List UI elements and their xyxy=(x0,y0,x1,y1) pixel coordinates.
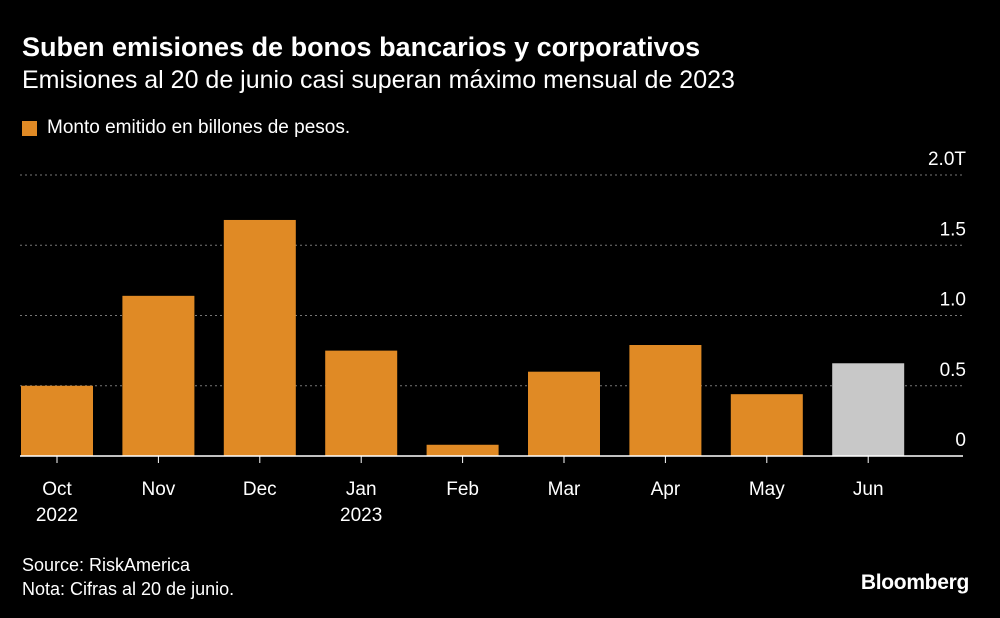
x-tick-label: May xyxy=(749,479,785,500)
y-tick-label: 0 xyxy=(955,430,966,451)
x-tick-label: Feb xyxy=(446,479,479,500)
bar xyxy=(629,345,702,456)
x-tick-label: Jun xyxy=(853,479,884,500)
bar xyxy=(223,219,296,456)
x-tick-label: Jan xyxy=(346,479,377,500)
bar xyxy=(528,371,600,456)
x-tick-label: Mar xyxy=(548,479,581,500)
y-tick-label: 2.0T xyxy=(928,149,966,170)
y-tick-label: 1.0 xyxy=(940,290,966,311)
footnote: Nota: Cifras al 20 de junio. xyxy=(22,579,235,599)
x-tick-label: Oct xyxy=(42,479,72,500)
legend-swatch xyxy=(22,120,37,136)
source-note: Source: RiskAmerica xyxy=(22,555,191,575)
bar xyxy=(832,363,905,456)
x-tick-label: Apr xyxy=(651,479,681,500)
legend: Monto emitido en billones de pesos. xyxy=(22,117,350,139)
x-tick-label: 2023 xyxy=(340,505,382,526)
x-tick-label: 2022 xyxy=(36,505,78,526)
x-tick-label: Dec xyxy=(243,479,277,500)
bar xyxy=(325,350,398,456)
y-tick-label: 1.5 xyxy=(940,219,966,240)
chart-subtitle: Emisiones al 20 de junio casi superan má… xyxy=(22,66,735,94)
chart-title: Suben emisiones de bonos bancarios y cor… xyxy=(22,32,701,62)
bloomberg-logo: Bloomberg xyxy=(860,571,969,594)
x-tick-label: Nov xyxy=(142,479,176,500)
legend-label: Monto emitido en billones de pesos. xyxy=(47,117,351,138)
bar xyxy=(122,295,195,456)
bar xyxy=(21,385,93,456)
bar xyxy=(426,444,499,456)
y-tick-label: 0.5 xyxy=(940,360,966,381)
bar xyxy=(730,394,803,456)
